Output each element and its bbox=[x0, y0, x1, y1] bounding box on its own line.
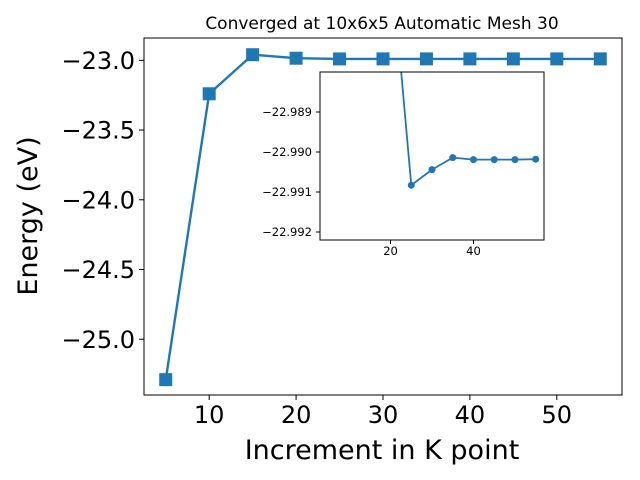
main-x-tick-label: 30 bbox=[368, 401, 399, 429]
inset-plot-frame bbox=[319, 71, 545, 241]
main-data-point bbox=[419, 52, 433, 66]
main-data-point bbox=[593, 52, 607, 66]
inset-series bbox=[400, 72, 540, 189]
inset-data-point bbox=[532, 155, 540, 163]
main-data-point bbox=[376, 52, 390, 66]
main-data-point bbox=[463, 52, 477, 66]
chart-title: Converged at 10x6x5 Automatic Mesh 30 bbox=[205, 14, 558, 34]
main-x-tick-label: 50 bbox=[542, 401, 573, 429]
main-y-tick-label: −24.0 bbox=[61, 186, 135, 214]
inset-y-ticks: −22.992 −22.991 −22.990 −22.989 bbox=[262, 105, 320, 239]
main-y-tick-label: −23.5 bbox=[61, 117, 135, 145]
main-y-tick-label: −25.0 bbox=[61, 326, 135, 354]
main-data-point bbox=[333, 52, 347, 66]
x-axis-label: Increment in K point bbox=[245, 435, 520, 466]
main-x-tick-label: 10 bbox=[194, 401, 225, 429]
inset-data-point bbox=[407, 181, 415, 189]
main-x-tick-label: 20 bbox=[281, 401, 312, 429]
y-axis-label: Energy (eV) bbox=[13, 136, 44, 295]
inset-x-tick-label: 40 bbox=[466, 244, 481, 258]
inset-y-tick-label: −22.992 bbox=[262, 225, 312, 239]
main-data-point bbox=[506, 52, 520, 66]
main-data-point bbox=[202, 87, 216, 101]
main-data-point bbox=[289, 51, 303, 65]
inset-x-ticks: 20 40 bbox=[383, 240, 481, 258]
inset-data-point bbox=[490, 156, 498, 164]
inset-data-point bbox=[428, 166, 436, 174]
inset-x-tick-label: 20 bbox=[383, 244, 398, 258]
main-data-point bbox=[550, 52, 564, 66]
inset-plot: −22.992−22.991−22.990−22.989 20 40 bbox=[262, 71, 545, 258]
inset-data-point bbox=[469, 156, 477, 164]
main-y-ticks: −25.0 −24.5 −24.0 −23.5 −23.0 bbox=[61, 47, 144, 354]
inset-plot-area bbox=[320, 72, 544, 240]
main-y-tick-label: −24.5 bbox=[61, 256, 135, 284]
main-x-tick-label: 40 bbox=[455, 401, 486, 429]
inset-data-point bbox=[511, 156, 519, 164]
inset-y-tick-label: −22.990 bbox=[262, 145, 312, 159]
inset-y-tick-label: −22.991 bbox=[262, 185, 312, 199]
main-series bbox=[159, 48, 607, 387]
main-data-point bbox=[159, 373, 173, 387]
main-y-tick-label: −23.0 bbox=[61, 47, 135, 75]
inset-y-tick-label: −22.989 bbox=[262, 105, 312, 119]
main-x-ticks: 10 20 30 40 50 bbox=[194, 395, 572, 429]
main-data-point bbox=[246, 48, 260, 62]
main-plot-frame bbox=[143, 37, 623, 396]
inset-data-point bbox=[449, 154, 457, 162]
